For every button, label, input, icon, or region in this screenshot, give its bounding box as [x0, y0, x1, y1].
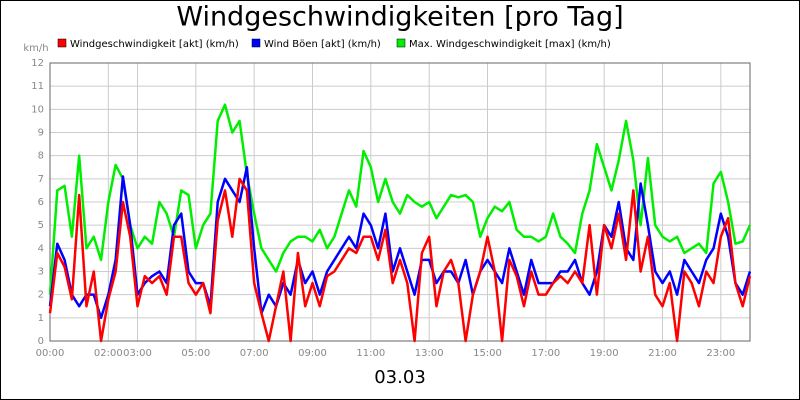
series-line	[48, 103, 752, 295]
y-tick-label: 10	[31, 104, 44, 115]
legend-label: Windgeschwindigkeit [akt] (km/h)	[70, 39, 239, 50]
y-tick-label: 0	[38, 336, 44, 347]
x-tick-label: 03:00	[123, 348, 152, 359]
x-label: 03.03	[374, 367, 426, 388]
series-line	[48, 166, 752, 320]
x-tick-label: 13:00	[415, 348, 444, 359]
x-tick-label: 15:00	[473, 348, 502, 359]
x-tick-label: 02:00	[94, 348, 123, 359]
y-tick-label: 3	[38, 267, 44, 278]
x-tick-label: 23:00	[706, 348, 735, 359]
y-tick-label: 1	[38, 313, 44, 324]
legend-swatch	[396, 38, 406, 48]
chart-title: Windgeschwindigkeiten [pro Tag]	[176, 2, 623, 33]
y-tick-label: 6	[38, 197, 44, 208]
x-tick-label: 17:00	[531, 348, 560, 359]
y-tick-label: 4	[38, 243, 44, 254]
y-tick-label: 12	[31, 58, 44, 69]
legend-swatch	[57, 38, 67, 48]
legend-swatch	[251, 38, 261, 48]
plot-border	[49, 62, 751, 342]
x-tick-label: 11:00	[356, 348, 385, 359]
x-tick-label: 19:00	[590, 348, 619, 359]
x-tick-label: 07:00	[240, 348, 269, 359]
y-tick-label: 5	[38, 220, 44, 231]
y-tick-label: 2	[38, 290, 44, 301]
x-tick-label: 00:00	[36, 348, 65, 359]
series-line	[48, 177, 752, 343]
x-tick-label: 09:00	[298, 348, 327, 359]
y-tick-label: 9	[38, 128, 44, 139]
y-tick-label: 11	[31, 81, 44, 92]
y-tick-label: 7	[38, 174, 44, 185]
y-unit: km/h	[23, 43, 48, 54]
legend-label: Wind Böen [akt] (km/h)	[264, 39, 381, 50]
x-tick-label: 21:00	[648, 348, 677, 359]
legend-label: Max. Windgeschwindigkeit [max] (km/h)	[409, 39, 611, 50]
y-tick-label: 8	[38, 151, 44, 162]
x-tick-label: 05:00	[181, 348, 210, 359]
